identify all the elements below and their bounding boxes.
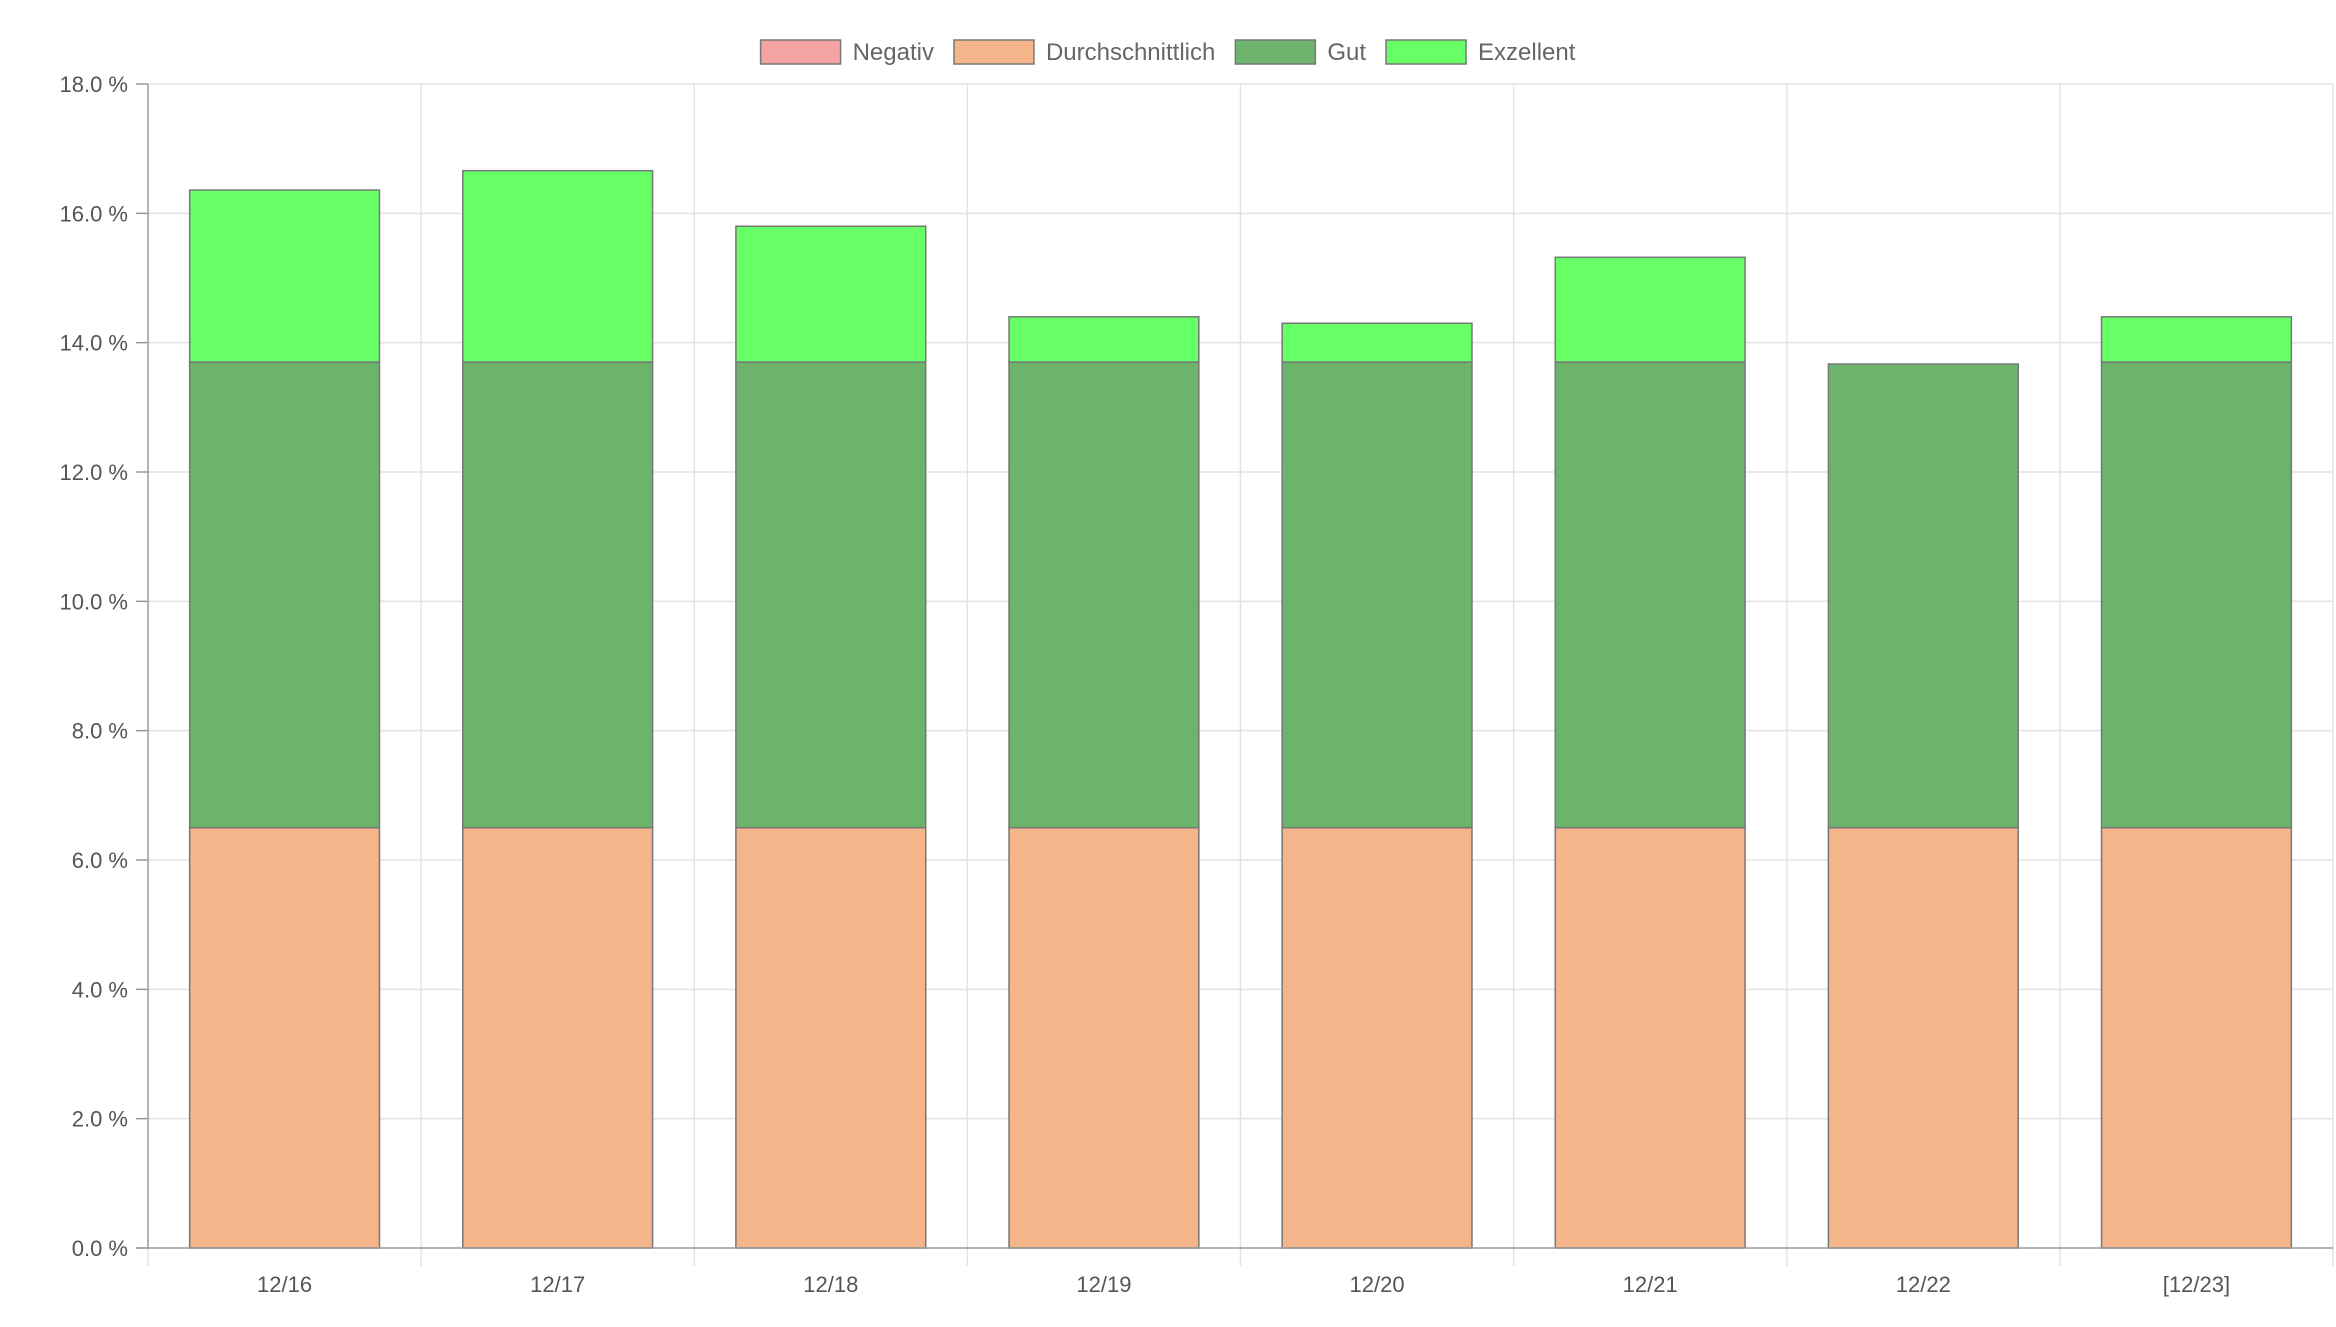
x-axis-ticks: 12/16 12/17 12/18 12/19 12/20 12/21 12/22 [12/2… [257, 1272, 2230, 1297]
x-tick-label: 12/22 [1896, 1272, 1951, 1297]
x-tick-label: 12/20 [1350, 1272, 1405, 1297]
bar-segment-gut[interactable] [1554, 361, 1746, 829]
y-tick-label: 8.0 % [72, 719, 128, 744]
bar-segment-exzellent[interactable] [2100, 316, 2293, 363]
bar-segment-exzellent[interactable] [188, 189, 381, 363]
legend-swatch [759, 39, 842, 65]
legend-item-durchschnittlich[interactable]: Durchschnittlich [953, 39, 1215, 66]
bar-segment-gut[interactable] [188, 361, 381, 829]
y-tick-label: 6.0 % [72, 848, 128, 873]
bar-segment-durchschnittlich[interactable] [1827, 826, 2019, 1249]
y-axis-ticks: 0.0 % 2.0 % 4.0 % 6.0 % 8.0 % 10.0 % 12.0 % 14.… [60, 72, 148, 1261]
bar-segment-gut[interactable] [2100, 361, 2293, 829]
bar-segment-gut[interactable] [1281, 361, 1473, 829]
y-tick-label: 0.0 % [72, 1236, 128, 1261]
y-tick-label: 14.0 % [60, 331, 129, 356]
legend: Negativ Durchschnittlich Gut Exzellent [759, 39, 1576, 66]
legend-label: Gut [1327, 39, 1366, 66]
bar-segment-gut[interactable] [1008, 361, 1200, 829]
legend-label: Exzellent [1478, 39, 1576, 66]
bar-segment-exzellent[interactable] [1554, 256, 1746, 363]
bar-segment-durchschnittlich[interactable] [188, 826, 381, 1249]
y-tick-label: 4.0 % [72, 977, 128, 1002]
bar-segment-exzellent[interactable] [462, 169, 654, 363]
y-tick-label: 12.0 % [60, 460, 129, 485]
y-tick-label: 18.0 % [60, 72, 129, 97]
bar-segment-gut[interactable] [1827, 363, 2019, 829]
legend-swatch [1234, 39, 1317, 65]
bar-segment-exzellent[interactable] [1281, 322, 1473, 363]
legend-label: Durchschnittlich [1046, 39, 1215, 66]
bar-segment-exzellent[interactable] [1008, 316, 1200, 363]
legend-label: Negativ [853, 39, 934, 66]
bar-segment-gut[interactable] [462, 361, 654, 829]
legend-swatch [953, 39, 1035, 65]
y-tick-label: 10.0 % [60, 589, 129, 614]
y-tick-label: 2.0 % [72, 1107, 128, 1132]
x-tick-label: 12/21 [1623, 1272, 1678, 1297]
bar-segment-gut[interactable] [735, 361, 927, 829]
bar-segment-durchschnittlich[interactable] [1554, 826, 1746, 1249]
legend-item-negativ[interactable]: Negativ [759, 39, 934, 66]
x-tick-label: 12/16 [257, 1272, 312, 1297]
x-tick-label: 12/17 [530, 1272, 585, 1297]
bar-segment-durchschnittlich[interactable] [462, 826, 654, 1249]
y-tick-label: 16.0 % [60, 201, 129, 226]
bar-segment-durchschnittlich[interactable] [1281, 826, 1473, 1249]
legend-swatch [1385, 39, 1467, 65]
bar-segment-durchschnittlich[interactable] [735, 826, 927, 1249]
bar-segment-durchschnittlich[interactable] [2100, 826, 2293, 1249]
x-tick-label: 12/18 [803, 1272, 858, 1297]
legend-item-gut[interactable]: Gut [1234, 39, 1366, 66]
x-tick-label: [12/23] [2163, 1272, 2230, 1297]
axes [136, 84, 2333, 1249]
bar-segment-durchschnittlich[interactable] [1008, 826, 1200, 1249]
bars [188, 169, 2293, 1249]
legend-item-exzellent[interactable]: Exzellent [1385, 39, 1576, 66]
x-tick-label: 12/19 [1076, 1272, 1131, 1297]
bar-segment-exzellent[interactable] [735, 225, 927, 363]
